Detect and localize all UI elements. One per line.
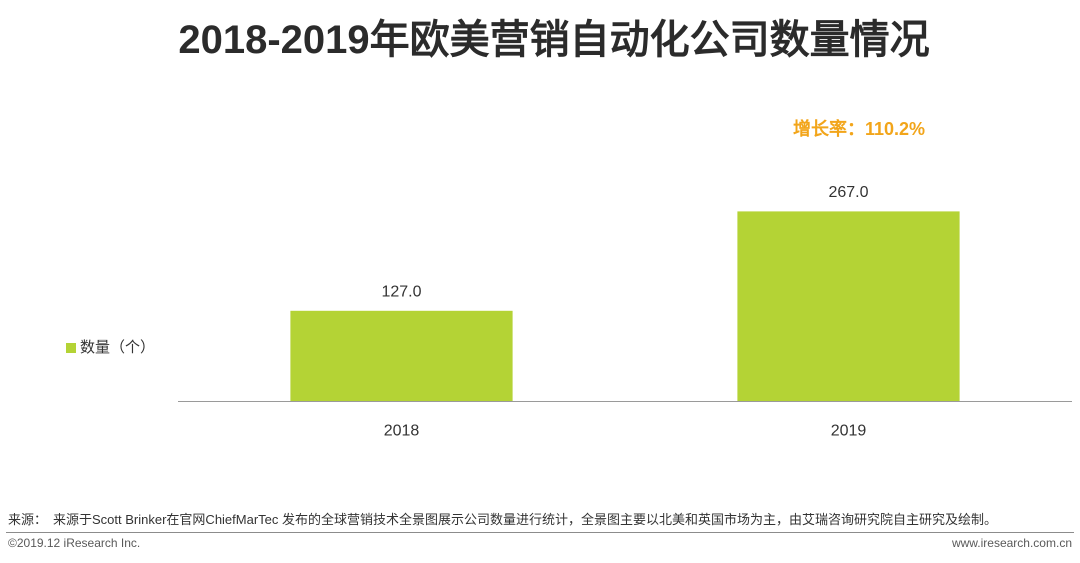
footer-source: 来源： 来源于Scott Brinker在官网ChiefMarTec 发布的全球营… xyxy=(8,511,1072,529)
data-labels-group: 127.0 267.0 xyxy=(381,184,868,300)
website-text: www.iresearch.com.cn xyxy=(951,536,1072,550)
growth-rate-annotation: 增长率：110.2% xyxy=(793,119,926,139)
chart-title: 2018-2019年欧美营销自动化公司数量情况 xyxy=(178,18,930,62)
legend-swatch xyxy=(66,343,76,353)
bars-group xyxy=(290,211,960,401)
source-text: 来源于Scott Brinker在官网ChiefMarTec 发布的全球营销技术… xyxy=(53,512,998,527)
x-tick-label-2019: 2019 xyxy=(831,423,867,440)
legend: 数量（个） xyxy=(66,338,155,358)
footer-divider xyxy=(6,532,1074,533)
x-tick-labels-group: 2018 2019 xyxy=(384,423,867,440)
source-label: 来源： xyxy=(8,512,48,527)
x-tick-label-2018: 2018 xyxy=(384,423,420,440)
data-label-2018: 127.0 xyxy=(381,283,421,300)
bar-2019 xyxy=(737,211,960,401)
legend-label: 数量（个） xyxy=(80,339,156,356)
bar-2018 xyxy=(290,310,513,401)
copyright-text: ©2019.12 iResearch Inc. xyxy=(8,536,141,550)
data-label-2019: 267.0 xyxy=(828,184,868,201)
